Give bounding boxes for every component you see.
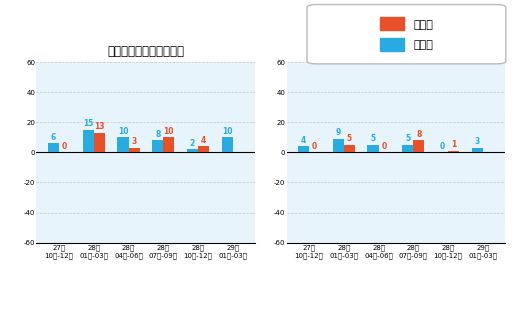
Bar <box>367 145 379 152</box>
Bar <box>402 145 413 152</box>
Text: 13: 13 <box>94 122 105 131</box>
Legend: 実　績, 見通し: 実 績, 見通し <box>377 14 436 54</box>
Bar <box>198 146 209 152</box>
Text: 15: 15 <box>83 119 93 128</box>
Text: 1: 1 <box>451 140 456 149</box>
Bar <box>448 151 459 152</box>
Bar <box>221 137 233 152</box>
Title: １棟当り受注床面積指数（全国）: １棟当り受注床面積指数（全国） <box>343 45 449 58</box>
Bar <box>298 146 309 152</box>
Text: 0: 0 <box>381 142 387 151</box>
Text: 0: 0 <box>440 142 445 151</box>
Bar <box>344 145 355 152</box>
Text: 3: 3 <box>475 137 480 146</box>
Text: 6: 6 <box>51 133 56 142</box>
Text: 9: 9 <box>336 128 341 137</box>
Text: 4: 4 <box>301 136 306 145</box>
Bar <box>472 148 483 152</box>
Bar <box>129 148 140 152</box>
Bar <box>83 130 94 152</box>
Bar <box>94 133 105 152</box>
Text: 3: 3 <box>131 137 137 146</box>
Text: 4: 4 <box>201 136 206 145</box>
Text: 5: 5 <box>347 134 352 143</box>
Text: 8: 8 <box>416 130 421 139</box>
Text: 10: 10 <box>222 127 232 136</box>
Bar <box>333 139 344 152</box>
Bar <box>117 137 129 152</box>
FancyBboxPatch shape <box>307 5 506 64</box>
Text: 2: 2 <box>190 139 195 148</box>
Bar <box>187 149 198 152</box>
Bar <box>163 137 175 152</box>
Title: 総受注金額指数（全国）: 総受注金額指数（全国） <box>107 45 184 58</box>
Text: 0: 0 <box>62 142 67 151</box>
Bar <box>152 140 163 152</box>
Text: 10: 10 <box>118 127 128 136</box>
Text: 8: 8 <box>155 130 160 139</box>
Text: 5: 5 <box>405 134 411 143</box>
Bar <box>413 140 425 152</box>
Text: 10: 10 <box>164 127 174 136</box>
Text: 0: 0 <box>312 142 317 151</box>
Text: 5: 5 <box>370 134 376 143</box>
Bar <box>48 143 59 152</box>
